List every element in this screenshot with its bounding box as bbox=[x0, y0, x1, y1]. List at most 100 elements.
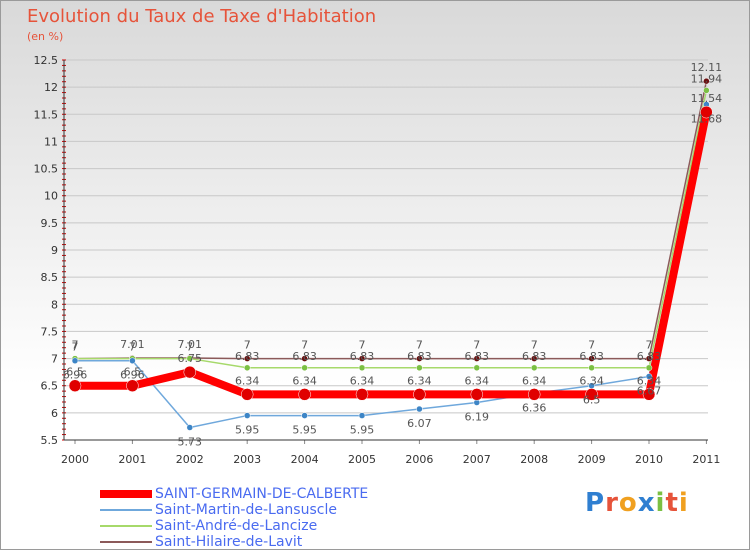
data-point bbox=[186, 424, 194, 431]
legend: SAINT-GERMAIN-DE-CALBERTE Saint-Martin-d… bbox=[100, 486, 400, 550]
data-label: 7 bbox=[359, 339, 366, 352]
data-label: 7 bbox=[129, 341, 136, 354]
y-tick-label: 11.5 bbox=[34, 108, 59, 121]
y-tick-label: 10 bbox=[44, 190, 58, 203]
series-line bbox=[75, 104, 708, 429]
unit-label: (en %) bbox=[27, 30, 64, 43]
data-label: 6.36 bbox=[522, 401, 547, 414]
data-point bbox=[470, 388, 484, 401]
x-tick-label: 2002 bbox=[176, 453, 204, 466]
data-point bbox=[243, 355, 251, 362]
chart-title: Evolution du Taux de Taxe d'Habitation bbox=[27, 6, 377, 27]
logo-letter: i bbox=[678, 488, 689, 518]
data-label: 6.34 bbox=[235, 374, 260, 387]
data-label: 6.5 bbox=[124, 366, 142, 379]
data-label: 7 bbox=[72, 341, 79, 354]
data-label: 7 bbox=[72, 339, 79, 352]
data-label: 5.95 bbox=[235, 424, 260, 437]
data-label: 7 bbox=[244, 339, 251, 352]
data-point bbox=[530, 355, 538, 362]
data-label: 6.67 bbox=[637, 384, 662, 397]
data-label: 6.83 bbox=[407, 350, 432, 363]
logo-letter: P bbox=[585, 488, 606, 518]
data-point bbox=[588, 364, 595, 372]
data-point bbox=[243, 364, 251, 372]
data-label: 7 bbox=[301, 339, 308, 352]
x-tick-label: 2009 bbox=[578, 453, 606, 466]
y-tick-label: 7.5 bbox=[41, 325, 59, 338]
data-point bbox=[240, 388, 254, 401]
data-point bbox=[126, 379, 139, 392]
y-tick-label: 6 bbox=[51, 407, 58, 420]
data-label: 6.07 bbox=[407, 417, 432, 430]
data-label: 11.94 bbox=[691, 72, 723, 85]
y-tick-label: 8 bbox=[51, 298, 58, 311]
y-tick-label: 10.5 bbox=[34, 163, 59, 176]
data-point bbox=[301, 364, 308, 372]
y-tick-label: 7 bbox=[51, 353, 58, 366]
x-tick-label: 2007 bbox=[463, 453, 491, 466]
logo-letter: x bbox=[637, 488, 656, 518]
data-label: 7 bbox=[473, 339, 480, 352]
data-point bbox=[416, 405, 423, 413]
data-point bbox=[527, 388, 541, 401]
data-point bbox=[358, 355, 366, 362]
legend-item: Saint-Hilaire-de-Lavit bbox=[100, 534, 400, 550]
data-label: 6.83 bbox=[350, 350, 375, 363]
data-point bbox=[416, 355, 423, 362]
data-label: 6.83 bbox=[292, 350, 317, 363]
data-label: 7.01 bbox=[120, 338, 145, 351]
logo-letter: r bbox=[605, 488, 619, 518]
data-label: 6.34 bbox=[292, 374, 317, 387]
y-tick-label: 11 bbox=[44, 135, 58, 148]
data-point bbox=[703, 87, 710, 94]
y-tick-label: 8.5 bbox=[41, 271, 59, 284]
data-label: 6.19 bbox=[465, 411, 490, 424]
series-line bbox=[75, 111, 711, 399]
data-label: 6.83 bbox=[522, 350, 547, 363]
x-tick-label: 2006 bbox=[405, 453, 433, 466]
data-label: 6.34 bbox=[522, 374, 547, 387]
legend-item: SAINT-GERMAIN-DE-CALBERTE bbox=[100, 486, 400, 502]
data-point bbox=[588, 355, 595, 362]
data-label: 7 bbox=[416, 339, 423, 352]
data-point bbox=[413, 388, 426, 401]
data-point bbox=[473, 355, 481, 362]
data-point bbox=[416, 364, 423, 372]
data-label: 11.68 bbox=[691, 113, 723, 126]
data-label: 6.34 bbox=[407, 374, 432, 387]
data-point bbox=[642, 388, 656, 401]
data-label: 6.75 bbox=[178, 352, 203, 365]
legend-swatch bbox=[100, 509, 152, 511]
data-label: 6.34 bbox=[637, 374, 662, 387]
data-point bbox=[129, 357, 136, 364]
data-label: 6.34 bbox=[350, 374, 375, 387]
data-label: 6.96 bbox=[63, 369, 88, 382]
data-label: 7 bbox=[646, 339, 653, 352]
data-point bbox=[71, 357, 79, 364]
data-point bbox=[358, 364, 366, 372]
data-point bbox=[473, 364, 481, 372]
data-point bbox=[298, 388, 311, 401]
data-point bbox=[68, 379, 82, 392]
data-label: 6.5 bbox=[66, 366, 84, 379]
data-label: 7 bbox=[588, 339, 595, 352]
data-point bbox=[355, 388, 369, 401]
data-label: 6.5 bbox=[583, 394, 601, 407]
data-label: 6.96 bbox=[120, 369, 145, 382]
data-label: 7 bbox=[531, 339, 538, 352]
data-label: 7.01 bbox=[178, 338, 203, 351]
y-tick-label: 9 bbox=[51, 244, 58, 257]
x-tick-label: 2011 bbox=[692, 453, 720, 466]
data-point bbox=[703, 77, 710, 85]
legend-label: Saint-Hilaire-de-Lavit bbox=[155, 534, 303, 550]
data-label: 5.73 bbox=[178, 436, 203, 449]
series-line bbox=[74, 81, 708, 360]
y-tick-label: 12.5 bbox=[34, 54, 59, 67]
data-point bbox=[645, 355, 653, 362]
data-label: 6.83 bbox=[637, 350, 662, 363]
data-point bbox=[700, 105, 713, 119]
data-label: 6.83 bbox=[235, 350, 260, 363]
